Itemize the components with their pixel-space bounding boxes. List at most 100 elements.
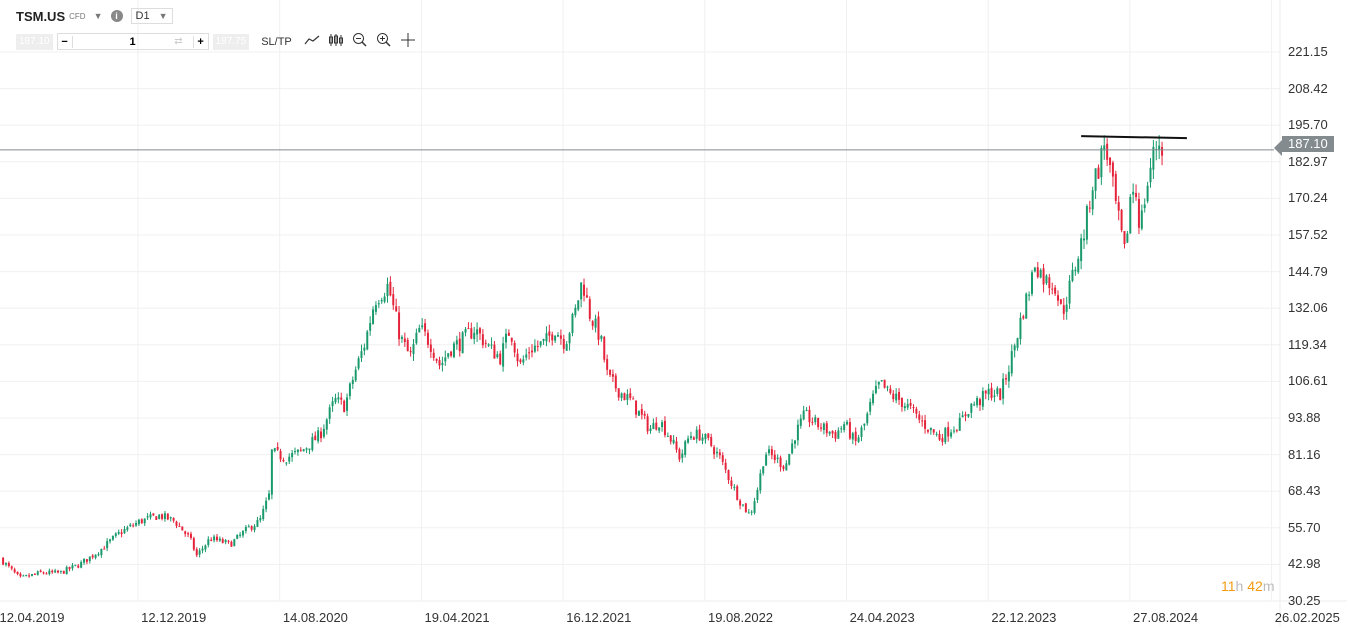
candle-bearish: [692, 437, 695, 440]
y-axis-label: 221.15: [1288, 44, 1328, 59]
candle-bullish: [976, 397, 979, 406]
symbol-label[interactable]: TSM.US: [16, 8, 66, 24]
candle-bullish: [36, 571, 39, 575]
crosshair-move-icon[interactable]: [400, 32, 416, 51]
candlestick-icon[interactable]: [328, 33, 344, 50]
sell-price-button[interactable]: 187.10: [16, 33, 53, 50]
candle-bearish: [724, 462, 727, 470]
candle-bullish: [74, 564, 77, 566]
candle-bullish: [1091, 190, 1094, 210]
candle-bearish: [426, 332, 429, 345]
symbol-dropdown-icon[interactable]: ▼: [93, 11, 103, 21]
candle-bullish: [308, 448, 311, 450]
candle-bearish: [340, 397, 343, 400]
candle-bearish: [646, 416, 649, 432]
current-price-tag: 187.10: [1282, 136, 1334, 152]
candle-bullish: [294, 451, 297, 453]
candle-bullish: [418, 327, 421, 333]
candle-bullish: [1025, 293, 1028, 319]
candle-bullish: [452, 343, 455, 358]
candle-bullish: [1126, 233, 1129, 243]
candle-bullish: [1152, 146, 1155, 170]
zoom-out-icon[interactable]: [352, 32, 368, 51]
candle-bullish: [502, 343, 505, 367]
buy-price-button[interactable]: 187.75: [212, 33, 250, 50]
candle-bearish: [562, 339, 565, 349]
candle-bullish: [802, 410, 805, 420]
candle-bullish: [374, 305, 377, 312]
candle-bullish: [337, 397, 340, 400]
candle-bearish: [42, 572, 45, 574]
candle-bullish: [54, 570, 57, 573]
candle-bullish: [109, 539, 112, 542]
candle-bullish: [334, 398, 337, 403]
candle-bullish: [652, 423, 655, 430]
candle-bearish: [617, 388, 620, 398]
candle-bullish: [843, 424, 846, 430]
candle-bearish: [68, 566, 71, 570]
candle-bearish: [915, 408, 918, 414]
candle-bullish: [981, 391, 984, 407]
candle-bullish: [837, 430, 840, 439]
candle-bearish: [889, 388, 892, 394]
swap-icon[interactable]: ⇄: [174, 35, 183, 47]
candle-bullish: [554, 335, 557, 341]
candle-bullish: [767, 449, 770, 454]
candle-bearish: [1051, 288, 1054, 290]
candle-bearish: [1135, 193, 1138, 198]
candle-bullish: [906, 404, 909, 408]
candle-bearish: [531, 350, 533, 353]
candle-bearish: [559, 335, 562, 339]
candle-bearish: [398, 312, 401, 340]
candle-bearish: [458, 338, 461, 352]
candle-bearish: [57, 570, 60, 573]
candle-bullish: [351, 379, 354, 385]
line-chart-icon[interactable]: [304, 34, 320, 49]
candle-bearish: [230, 541, 233, 547]
candle-bullish: [970, 403, 973, 413]
candle-bullish: [791, 443, 794, 454]
candle-bearish: [227, 540, 230, 542]
candle-bullish: [146, 516, 149, 518]
candle-bullish: [415, 332, 418, 344]
candle-bearish: [175, 521, 178, 526]
candle-bullish: [204, 545, 207, 550]
y-axis-label: 81.16: [1288, 446, 1321, 462]
candle-bearish: [1036, 267, 1039, 278]
candle-bullish: [236, 534, 239, 539]
sltp-button[interactable]: SL/TP: [261, 35, 292, 48]
instrument-header: TSM.US CFD ▼ i D1 ▼: [16, 8, 173, 24]
candle-bearish: [28, 575, 31, 577]
zoom-in-icon[interactable]: [376, 32, 392, 51]
candle-bearish: [551, 334, 554, 341]
candle-bullish: [1019, 317, 1022, 340]
candle-bearish: [854, 431, 857, 441]
candle-bullish: [701, 437, 704, 441]
candle-bullish: [366, 331, 369, 350]
candle-bearish: [1114, 173, 1117, 201]
candle-bearish: [1137, 198, 1140, 228]
candle-bullish: [400, 336, 403, 339]
candle-bullish: [48, 570, 51, 574]
timeframe-select[interactable]: D1 ▼: [130, 8, 173, 24]
info-icon[interactable]: i: [110, 10, 123, 22]
candle-bullish: [672, 439, 675, 444]
quantity-input[interactable]: 1 ⇄: [71, 35, 194, 48]
x-axis-label: 19.04.2021: [424, 610, 490, 625]
candle-bullish: [574, 307, 577, 316]
candle-bullish: [828, 431, 831, 434]
candle-bullish: [244, 526, 247, 532]
candle-bullish: [799, 418, 802, 426]
increase-button[interactable]: +: [197, 35, 204, 48]
decrease-button[interactable]: −: [61, 35, 68, 48]
candle-bullish: [684, 441, 687, 455]
candle-bullish: [31, 573, 33, 576]
candle-bullish: [444, 357, 447, 362]
candle-bullish: [522, 359, 525, 363]
candle-bullish: [872, 393, 875, 404]
candle-bearish: [603, 336, 606, 360]
candle-bearish: [926, 429, 929, 432]
candle-bearish: [178, 525, 181, 527]
candle-bearish: [718, 452, 721, 456]
